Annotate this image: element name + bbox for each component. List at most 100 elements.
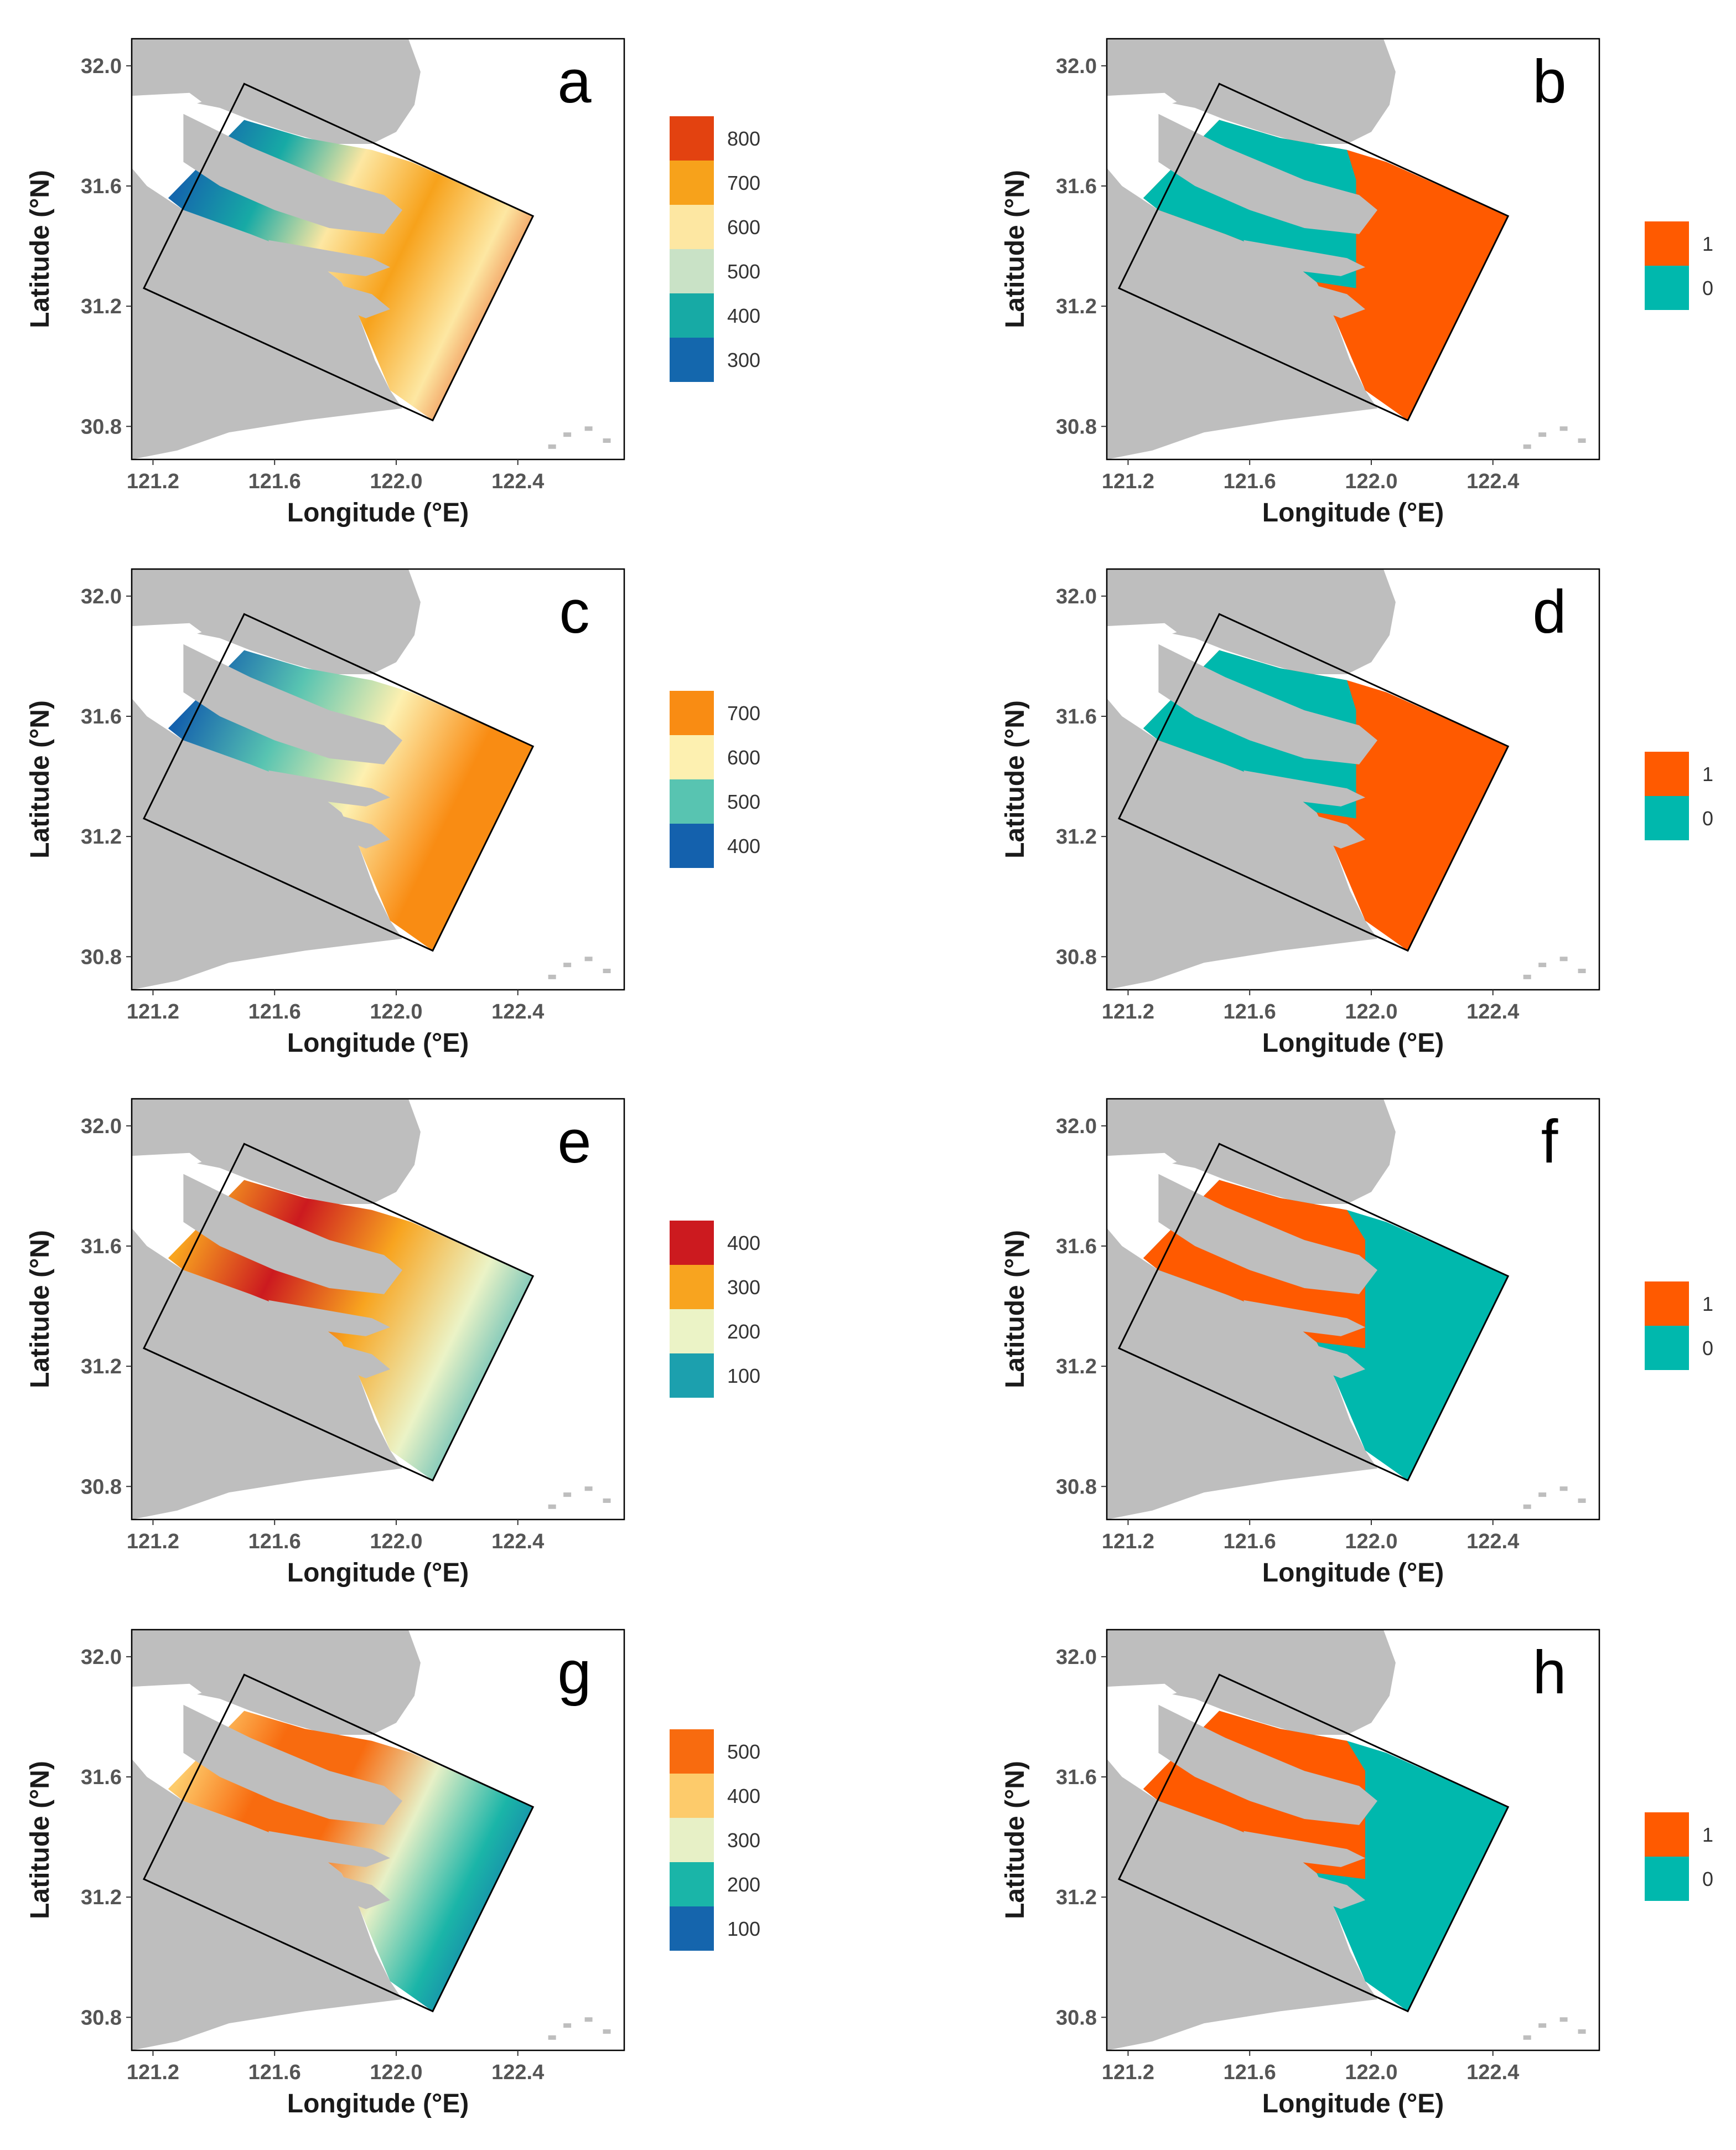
- islet: [563, 2023, 572, 2028]
- river-channel: [132, 623, 202, 650]
- islet: [1559, 1486, 1568, 1491]
- islet: [548, 1504, 556, 1509]
- x-tick-label: 122.0: [1345, 470, 1397, 493]
- x-tick-label: 121.6: [248, 2061, 301, 2084]
- study-frame: [142, 1673, 535, 2013]
- x-tick-label: 122.0: [370, 1530, 422, 1553]
- map-panel-e: e 121.2 121.6 122.0 122.4 32.0 31.6 31.2 30.8 Lon…: [25, 1098, 760, 1588]
- panel-letter: b: [1532, 48, 1566, 116]
- island-changxing: [1243, 770, 1365, 807]
- y-tick-label: 31.2: [81, 825, 122, 849]
- x-tick-label: 121.6: [1224, 1000, 1276, 1024]
- island-changxing: [1243, 240, 1365, 276]
- river-channel: [1107, 1152, 1177, 1180]
- x-tick-label: 121.6: [248, 1000, 301, 1024]
- y-tick-label: 32.0: [81, 1115, 122, 1138]
- x-tick-label: 122.4: [1466, 2061, 1519, 2084]
- x-tick-label: 121.2: [127, 1000, 179, 1024]
- legend-label: 0: [1702, 277, 1713, 299]
- y-tick-label: 32.0: [1056, 55, 1097, 78]
- islet: [603, 438, 611, 443]
- y-tick-label: 30.8: [81, 2006, 122, 2029]
- y-tick-label: 31.6: [81, 1766, 122, 1789]
- legend-swatch: [670, 1774, 714, 1818]
- x-tick-label: 121.6: [1224, 470, 1276, 493]
- y-tick-label: 32.0: [81, 55, 122, 78]
- legend-swatch: [1645, 796, 1689, 840]
- x-tick-label: 122.0: [1345, 2061, 1397, 2084]
- legend-label: 500: [727, 260, 760, 283]
- x-tick-label: 122.0: [370, 1000, 422, 1024]
- y-tick-label: 30.8: [1056, 2006, 1097, 2029]
- legend: 10: [1645, 1281, 1713, 1370]
- x-tick-label: 121.2: [1102, 1000, 1154, 1024]
- y-tick-label: 31.6: [1056, 1766, 1097, 1789]
- study-frame: [1117, 613, 1510, 952]
- y-tick-label: 31.6: [81, 1235, 122, 1258]
- panel-letter: c: [559, 578, 590, 646]
- map-panel-a: a 121.2 121.6 122.0 122.4 32.0 31.6 31.2 30.8 Lon…: [25, 38, 760, 528]
- y-axis-title: Latitude (°N): [25, 1230, 55, 1388]
- study-frame: [1117, 1673, 1510, 2013]
- y-tick-label: 31.2: [81, 1886, 122, 1909]
- y-axis-title: Latitude (°N): [1001, 1230, 1030, 1388]
- legend-swatch: [670, 1221, 714, 1265]
- legend-swatch: [1645, 752, 1689, 796]
- y-tick-label: 31.6: [1056, 175, 1097, 198]
- y-tick-label: 30.8: [81, 1475, 122, 1498]
- islet: [603, 2029, 611, 2034]
- legend-label: 300: [727, 1829, 760, 1852]
- y-axis-title: Latitude (°N): [25, 1761, 55, 1919]
- legend-label: 500: [727, 790, 760, 813]
- y-tick-label: 31.2: [1056, 1355, 1097, 1378]
- legend-label: 200: [727, 1320, 760, 1343]
- panel-letter: f: [1541, 1108, 1558, 1176]
- legend: 10: [1645, 221, 1713, 310]
- map-panel-b: b 121.2 121.6 122.0 122.4 32.0 31.6 31.2 30.8 Lon…: [1001, 38, 1713, 528]
- islet: [1578, 1498, 1586, 1503]
- legend-swatch: [670, 1309, 714, 1353]
- y-tick-label: 31.2: [1056, 295, 1097, 318]
- panel-letter: d: [1532, 578, 1566, 646]
- y-axis-title: Latitude (°N): [1001, 1761, 1030, 1919]
- y-tick-label: 31.2: [1056, 1886, 1097, 1909]
- river-channel: [1107, 623, 1177, 650]
- x-tick-label: 121.2: [1102, 1530, 1154, 1553]
- panel-border: [131, 1629, 625, 2051]
- island-chongming: [183, 644, 402, 764]
- panel-border: [1106, 568, 1600, 991]
- legend-swatch: [670, 735, 714, 779]
- y-tick-label: 31.6: [1056, 1235, 1097, 1258]
- y-tick-label: 31.2: [81, 295, 122, 318]
- y-tick-label: 30.8: [1056, 415, 1097, 438]
- river-channel: [132, 1683, 202, 1711]
- legend: 500 400 300 200 100: [670, 1729, 760, 1951]
- legend-label: 600: [727, 746, 760, 769]
- x-tick-label: 122.4: [1466, 470, 1519, 493]
- legend-swatch: [1645, 221, 1689, 266]
- island-chongming: [1158, 644, 1377, 764]
- island-hengsha: [1304, 812, 1365, 849]
- island-chongming: [183, 1704, 402, 1825]
- map-panel-h: h 121.2 121.6 122.0 122.4 32.0 31.6 31.2 30.8 Lon…: [1001, 1629, 1713, 2118]
- islet: [603, 1498, 611, 1503]
- islet: [1559, 426, 1568, 431]
- legend: 700 600 500 400: [670, 691, 760, 868]
- legend-swatch: [670, 249, 714, 293]
- legend-label: 1: [1702, 1293, 1713, 1315]
- x-axis-title: Longitude (°E): [1262, 1558, 1444, 1588]
- legend-label: 700: [727, 172, 760, 194]
- x-axis-title: Longitude (°E): [1262, 1029, 1444, 1058]
- island-changxing: [1243, 1300, 1365, 1336]
- river-channel: [1107, 1683, 1177, 1711]
- islet: [563, 963, 572, 968]
- legend-label: 300: [727, 1276, 760, 1299]
- islet: [584, 957, 593, 962]
- y-tick-label: 32.0: [1056, 1115, 1097, 1138]
- river-channel: [132, 92, 202, 120]
- islet: [1578, 2029, 1586, 2034]
- legend-label: 0: [1702, 1337, 1713, 1360]
- legend: 10: [1645, 1812, 1713, 1901]
- x-tick-label: 122.0: [370, 470, 422, 493]
- y-tick-label: 32.0: [1056, 585, 1097, 608]
